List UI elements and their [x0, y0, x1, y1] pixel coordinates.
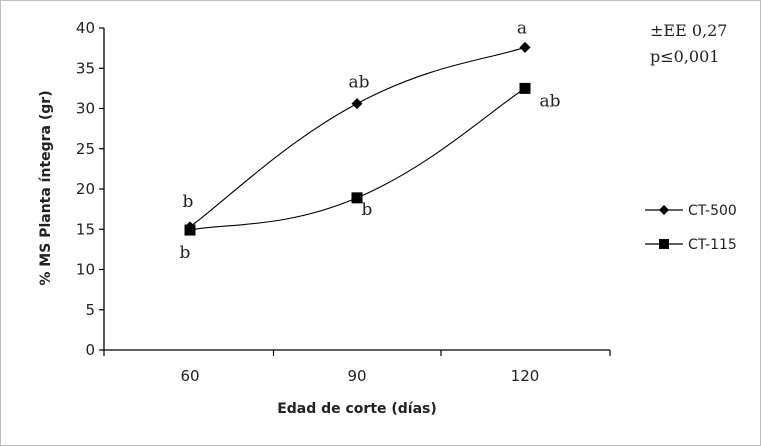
stat-annotation-se: ±EE 0,27 — [650, 21, 727, 40]
data-point-ct-115 — [351, 192, 363, 204]
x-tick-label: 120 — [511, 367, 540, 385]
data-point-ct-500 — [519, 41, 531, 53]
y-tick-label: 0 — [85, 341, 95, 359]
legend-label-ct-500: CT-500 — [688, 203, 737, 219]
series-layer — [184, 41, 531, 236]
data-point-ct-115 — [184, 224, 196, 236]
y-tick-label: 5 — [85, 301, 95, 319]
y-tick-label: 15 — [76, 220, 95, 238]
y-tick-label: 40 — [76, 19, 95, 37]
series-line-ct-115 — [189, 87, 526, 231]
y-tick-label: 20 — [76, 180, 95, 198]
y-tick-label: 25 — [76, 140, 95, 158]
data-point-ct-500 — [351, 98, 363, 110]
significance-label: a — [517, 18, 527, 38]
y-axis-title: % MS Planta íntegra (gr) — [38, 90, 54, 285]
significance-label: b — [362, 200, 373, 220]
legend-label-ct-115: CT-115 — [688, 237, 737, 253]
x-axis-title: Edad de corte (días) — [277, 401, 437, 417]
axes: 0 5 10 15 20 25 30 35 40 60 90 120 — [76, 19, 611, 385]
legend: CT-500 CT-115 — [645, 203, 737, 253]
legend-marker-ct-500 — [659, 205, 669, 215]
data-point-ct-115 — [519, 82, 531, 94]
y-tick-label: 35 — [76, 59, 95, 77]
y-tick-label: 10 — [76, 261, 95, 279]
legend-marker-ct-115 — [659, 239, 669, 249]
significance-label: b — [180, 243, 191, 263]
significance-label: ab — [348, 73, 369, 93]
significance-label: ab — [539, 91, 560, 111]
x-tick-label: 90 — [347, 367, 366, 385]
significance-label: b — [183, 192, 194, 212]
x-tick-label: 60 — [180, 367, 199, 385]
y-tick-label: 30 — [76, 100, 95, 118]
stat-annotation-p: p≤0,001 — [650, 47, 719, 66]
